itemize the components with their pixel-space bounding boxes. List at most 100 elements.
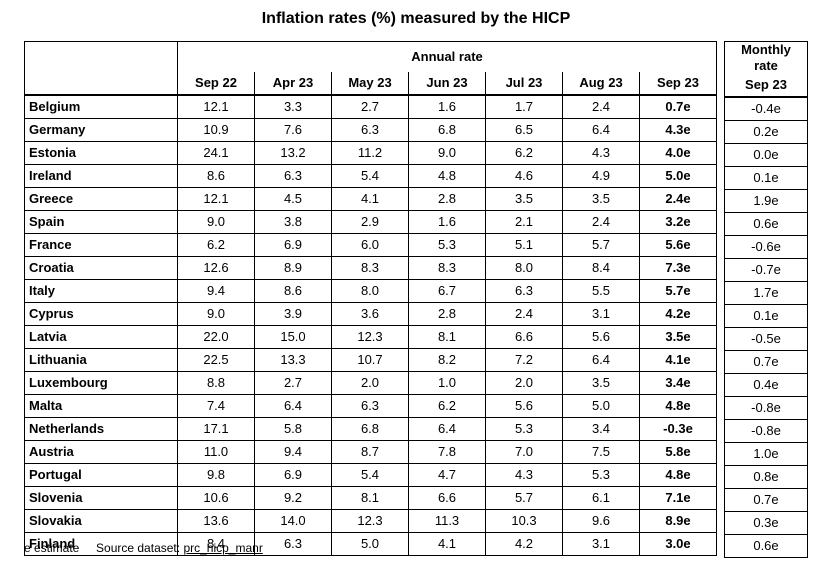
rate-cell: 7.6 [254, 118, 332, 142]
rate-cell: 6.6 [485, 325, 563, 349]
rate-cell: 4.8 [408, 164, 486, 188]
rate-cell: 4.3 [485, 463, 563, 487]
rate-cell: 8.6 [254, 279, 332, 303]
rate-cell: 0.7e [639, 95, 717, 119]
rate-cell: 6.7 [408, 279, 486, 303]
country-name: France [24, 233, 178, 257]
annual-rate-header: Annual rate [177, 41, 717, 72]
rate-cell: 8.0 [331, 279, 409, 303]
column-header: May 23 [331, 72, 409, 96]
rate-cell: 5.6 [485, 394, 563, 418]
rate-cell: 12.6 [177, 256, 255, 280]
country-name: Portugal [24, 463, 178, 487]
rate-cell: 6.4 [562, 348, 640, 372]
rate-cell: 6.9 [254, 233, 332, 257]
rate-cell: 13.3 [254, 348, 332, 372]
table-row: Greece 12.1 4.5 4.1 2.8 3.5 3.5 2.4e [24, 187, 717, 211]
rate-cell: 9.2 [254, 486, 332, 510]
rate-cell: 4.3e [639, 118, 717, 142]
rate-cell: 2.7 [254, 371, 332, 395]
rate-cell: 5.3 [485, 417, 563, 441]
rate-cell: 2.4 [562, 210, 640, 234]
table-row: -0.6e [724, 235, 808, 259]
table-row: Netherlands 17.1 5.8 6.8 6.4 5.3 3.4 -0.3e [24, 417, 717, 441]
column-header: Sep 22 [177, 72, 255, 96]
table-row: 0.1e [724, 304, 808, 328]
monthly-header-line1: Monthly [741, 42, 791, 57]
rate-cell: 11.2 [331, 141, 409, 165]
rate-cell: 11.3 [408, 509, 486, 533]
rate-cell: 3.5 [562, 187, 640, 211]
rate-cell: 15.0 [254, 325, 332, 349]
rate-cell: 2.7 [331, 95, 409, 119]
rate-cell: 6.0 [331, 233, 409, 257]
rate-cell: 4.9 [562, 164, 640, 188]
rate-cell: 6.2 [485, 141, 563, 165]
rate-cell: 5.6 [562, 325, 640, 349]
rate-cell: 6.3 [254, 532, 332, 556]
rate-cell: 5.6e [639, 233, 717, 257]
source-dataset-link[interactable]: prc_hicp_manr [183, 541, 263, 555]
footer: e estimate Source dataset: prc_hicp_manr [24, 541, 263, 555]
monthly-rate-cell: 0.3e [724, 511, 808, 535]
rate-cell: 5.7e [639, 279, 717, 303]
monthly-rate-cell: 0.6e [724, 212, 808, 236]
rate-cell: 9.0 [177, 210, 255, 234]
monthly-rate-cell: 0.1e [724, 304, 808, 328]
rate-cell: 3.4e [639, 371, 717, 395]
rate-cell: 8.7 [331, 440, 409, 464]
table-row: Lithuania 22.5 13.3 10.7 8.2 7.2 6.4 4.1e [24, 348, 717, 372]
rate-cell: 5.1 [485, 233, 563, 257]
country-name: Belgium [24, 95, 178, 119]
rate-cell: 4.1 [331, 187, 409, 211]
table-row: 0.6e [724, 534, 808, 558]
rate-cell: 7.4 [177, 394, 255, 418]
monthly-rate-cell: -0.8e [724, 419, 808, 443]
rate-cell: 7.3e [639, 256, 717, 280]
rate-cell: 13.2 [254, 141, 332, 165]
table-row: France 6.2 6.9 6.0 5.3 5.1 5.7 5.6e [24, 233, 717, 257]
monthly-column-header: Sep 23 [724, 74, 808, 98]
rate-cell: 6.4 [408, 417, 486, 441]
rate-cell: 4.0e [639, 141, 717, 165]
rate-cell: 2.1 [485, 210, 563, 234]
monthly-rate-cell: -0.5e [724, 327, 808, 351]
table-row: Portugal 9.8 6.9 5.4 4.7 4.3 5.3 4.8e [24, 463, 717, 487]
page-title: Inflation rates (%) measured by the HICP [261, 10, 571, 27]
table-corner [24, 41, 178, 72]
rate-cell: 2.4e [639, 187, 717, 211]
rate-cell: 2.0 [331, 371, 409, 395]
rate-cell: 10.6 [177, 486, 255, 510]
country-name: Cyprus [24, 302, 178, 326]
rate-cell: 10.7 [331, 348, 409, 372]
rate-cell: 2.0 [485, 371, 563, 395]
rate-cell: 6.1 [562, 486, 640, 510]
table-row: Luxembourg 8.8 2.7 2.0 1.0 2.0 3.5 3.4e [24, 371, 717, 395]
rate-cell: 6.3 [331, 118, 409, 142]
rate-cell: 4.1e [639, 348, 717, 372]
rate-cell: 17.1 [177, 417, 255, 441]
rate-cell: 8.8 [177, 371, 255, 395]
rate-cell: 3.9 [254, 302, 332, 326]
rate-cell: 12.3 [331, 325, 409, 349]
rate-cell: 7.5 [562, 440, 640, 464]
rate-cell: 8.3 [331, 256, 409, 280]
rate-cell: 1.6 [408, 210, 486, 234]
table-row: 0.7e [724, 488, 808, 512]
table-row: -0.8e [724, 419, 808, 443]
table-row: 1.7e [724, 281, 808, 305]
monthly-rate-cell: 0.7e [724, 350, 808, 374]
rate-cell: 4.1 [408, 532, 486, 556]
country-name: Netherlands [24, 417, 178, 441]
column-header: Apr 23 [254, 72, 332, 96]
country-name: Finland [24, 532, 178, 556]
monthly-rate-cell: 0.7e [724, 488, 808, 512]
column-header: Jun 23 [408, 72, 486, 96]
rate-cell: 6.9 [254, 463, 332, 487]
rate-cell: 4.3 [562, 141, 640, 165]
country-name: Austria [24, 440, 178, 464]
rate-cell: 2.8 [408, 187, 486, 211]
table-row: 0.1e [724, 166, 808, 190]
rate-cell: 4.7 [408, 463, 486, 487]
table-corner-lower [24, 72, 178, 96]
